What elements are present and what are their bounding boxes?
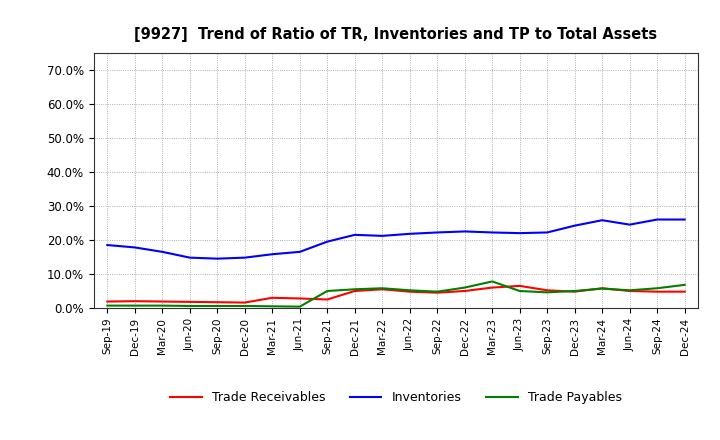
Trade Payables [405,288,414,293]
Trade Payables [516,288,524,293]
Trade Receivables [405,289,414,294]
Inventories [186,255,194,260]
Trade Receivables [103,299,112,304]
Trade Payables [626,288,634,293]
Trade Payables [295,304,304,309]
Trade Payables [268,304,276,309]
Line: Trade Receivables: Trade Receivables [107,286,685,303]
Inventories [130,245,139,250]
Trade Payables [130,303,139,308]
Trade Receivables [460,288,469,293]
Trade Payables [598,286,606,291]
Inventories [323,239,332,244]
Inventories [158,249,166,254]
Trade Payables [543,290,552,295]
Inventories [598,217,606,223]
Trade Payables [680,282,689,287]
Inventories [103,242,112,248]
Inventories [488,230,497,235]
Inventories [405,231,414,236]
Legend: Trade Receivables, Inventories, Trade Payables: Trade Receivables, Inventories, Trade Pa… [166,386,626,409]
Trade Receivables [378,286,387,292]
Trade Payables [378,286,387,291]
Trade Receivables [323,297,332,302]
Trade Payables [323,288,332,293]
Trade Receivables [295,296,304,301]
Line: Trade Payables: Trade Payables [107,282,685,307]
Trade Payables [351,286,359,292]
Trade Receivables [186,299,194,304]
Trade Payables [158,303,166,308]
Trade Receivables [516,283,524,289]
Trade Receivables [488,285,497,290]
Trade Payables [186,303,194,308]
Inventories [240,255,249,260]
Trade Receivables [433,290,441,295]
Trade Payables [213,303,222,308]
Trade Payables [240,303,249,308]
Inventories [213,256,222,261]
Trade Payables [653,286,662,291]
Trade Receivables [680,289,689,294]
Trade Receivables [130,299,139,304]
Trade Payables [488,279,497,284]
Inventories [543,230,552,235]
Title: [9927]  Trend of Ratio of TR, Inventories and TP to Total Assets: [9927] Trend of Ratio of TR, Inventories… [135,27,657,42]
Inventories [433,230,441,235]
Inventories [516,231,524,236]
Trade Receivables [213,300,222,305]
Inventories [653,217,662,222]
Inventories [378,233,387,238]
Trade Receivables [543,288,552,293]
Trade Receivables [598,286,606,291]
Trade Receivables [626,288,634,293]
Inventories [570,223,579,228]
Trade Receivables [570,289,579,294]
Trade Payables [433,289,441,294]
Trade Payables [570,288,579,293]
Inventories [680,217,689,222]
Inventories [295,249,304,254]
Trade Receivables [240,300,249,305]
Trade Receivables [158,299,166,304]
Inventories [268,252,276,257]
Trade Payables [460,285,469,290]
Trade Receivables [653,289,662,294]
Inventories [626,222,634,227]
Line: Inventories: Inventories [107,220,685,259]
Inventories [351,232,359,238]
Trade Receivables [268,295,276,301]
Inventories [460,229,469,234]
Trade Payables [103,303,112,308]
Trade Receivables [351,288,359,293]
